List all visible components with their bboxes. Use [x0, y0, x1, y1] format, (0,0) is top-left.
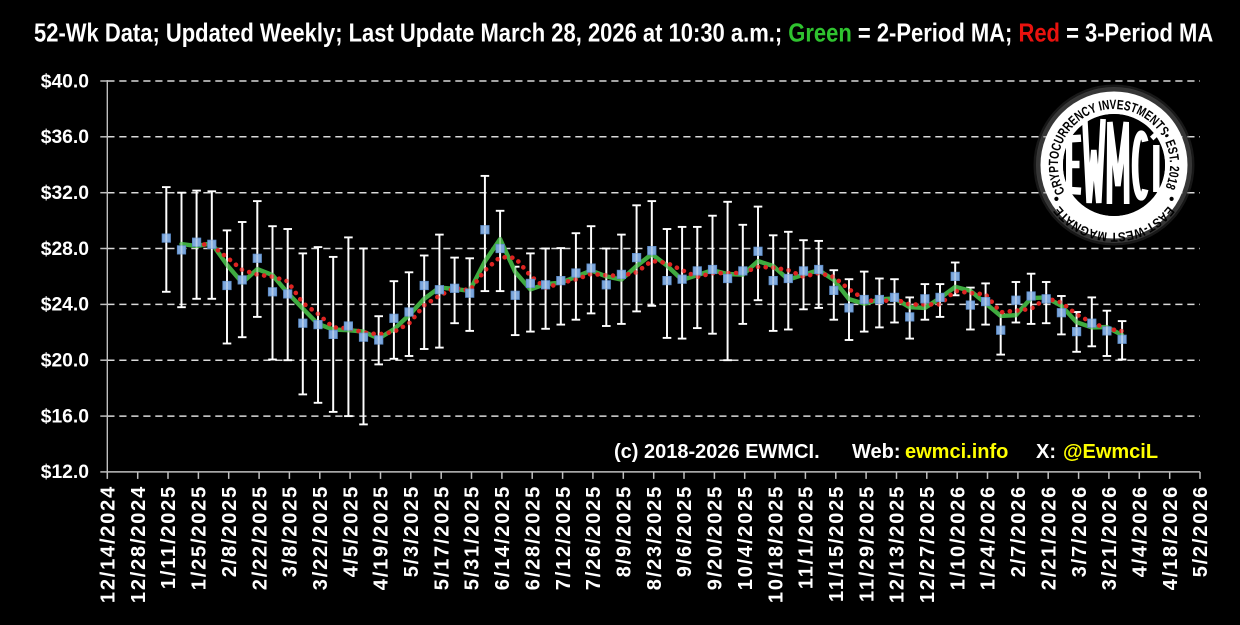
svg-text:12/13/2025: 12/13/2025	[887, 485, 909, 603]
svg-text:$36.0: $36.0	[41, 127, 89, 148]
svg-text:3/22/2025: 3/22/2025	[310, 485, 332, 590]
svg-text:12/14/2024: 12/14/2024	[98, 485, 120, 603]
svg-text:9/6/2025: 9/6/2025	[674, 485, 696, 577]
svg-text:3/21/2026: 3/21/2026	[1099, 485, 1121, 590]
svg-text:52-Wk Data; Updated Weekly; La: 52-Wk Data; Updated Weekly; Last Update …	[34, 19, 1213, 48]
svg-text:8/9/2025: 8/9/2025	[614, 485, 636, 577]
svg-text:$20.0: $20.0	[41, 351, 89, 372]
svg-text:$24.0: $24.0	[41, 295, 89, 316]
svg-text:$28.0: $28.0	[41, 239, 89, 260]
svg-text:6/14/2025: 6/14/2025	[492, 485, 514, 590]
svg-text:3/7/2026: 3/7/2026	[1069, 485, 1091, 577]
svg-text:11/15/2025: 11/15/2025	[826, 485, 848, 602]
svg-text:7/26/2025: 7/26/2025	[583, 485, 605, 590]
svg-text:2/21/2026: 2/21/2026	[1038, 485, 1060, 590]
svg-text:4/5/2025: 4/5/2025	[340, 485, 362, 577]
svg-text:8/23/2025: 8/23/2025	[644, 485, 666, 590]
svg-text:12/27/2025: 12/27/2025	[917, 485, 939, 603]
svg-text:$32.0: $32.0	[41, 183, 89, 204]
svg-text:5/2/2026: 5/2/2026	[1190, 485, 1212, 577]
svg-text:3/8/2025: 3/8/2025	[280, 485, 302, 577]
svg-text:4/4/2026: 4/4/2026	[1130, 485, 1152, 577]
svg-text:11/1/2025: 11/1/2025	[796, 485, 818, 589]
svg-text:5/31/2025: 5/31/2025	[462, 485, 484, 590]
svg-text:$12.0: $12.0	[41, 462, 89, 483]
svg-text:2/8/2025: 2/8/2025	[219, 485, 241, 577]
svg-text:(c) 2018-2026 EWMCI.Web:ewmci.: (c) 2018-2026 EWMCI. Web: ewmci.info X: @Ewm…	[614, 441, 1158, 463]
svg-text:12/28/2024: 12/28/2024	[128, 485, 150, 603]
svg-text:5/3/2025: 5/3/2025	[401, 485, 423, 577]
svg-text:9/20/2025: 9/20/2025	[705, 485, 727, 590]
svg-text:1/10/2026: 1/10/2026	[947, 485, 969, 590]
svg-text:10/4/2025: 10/4/2025	[735, 485, 757, 590]
svg-text:4/18/2026: 4/18/2026	[1160, 485, 1182, 590]
svg-text:$40.0: $40.0	[41, 71, 89, 92]
svg-text:6/28/2025: 6/28/2025	[522, 485, 544, 590]
svg-text:10/18/2025: 10/18/2025	[765, 485, 787, 603]
svg-text:2/7/2026: 2/7/2026	[1008, 485, 1030, 577]
svg-text:11/29/2025: 11/29/2025	[856, 485, 878, 602]
svg-text:1/11/2025: 1/11/2025	[158, 485, 180, 589]
svg-text:2/22/2025: 2/22/2025	[249, 485, 271, 590]
svg-text:1/25/2025: 1/25/2025	[189, 485, 211, 590]
svg-text:7/12/2025: 7/12/2025	[553, 485, 575, 590]
svg-text:5/17/2025: 5/17/2025	[431, 485, 453, 590]
svg-text:$16.0: $16.0	[41, 406, 89, 427]
svg-text:1/24/2026: 1/24/2026	[978, 485, 1000, 590]
svg-text:4/19/2025: 4/19/2025	[371, 485, 393, 590]
